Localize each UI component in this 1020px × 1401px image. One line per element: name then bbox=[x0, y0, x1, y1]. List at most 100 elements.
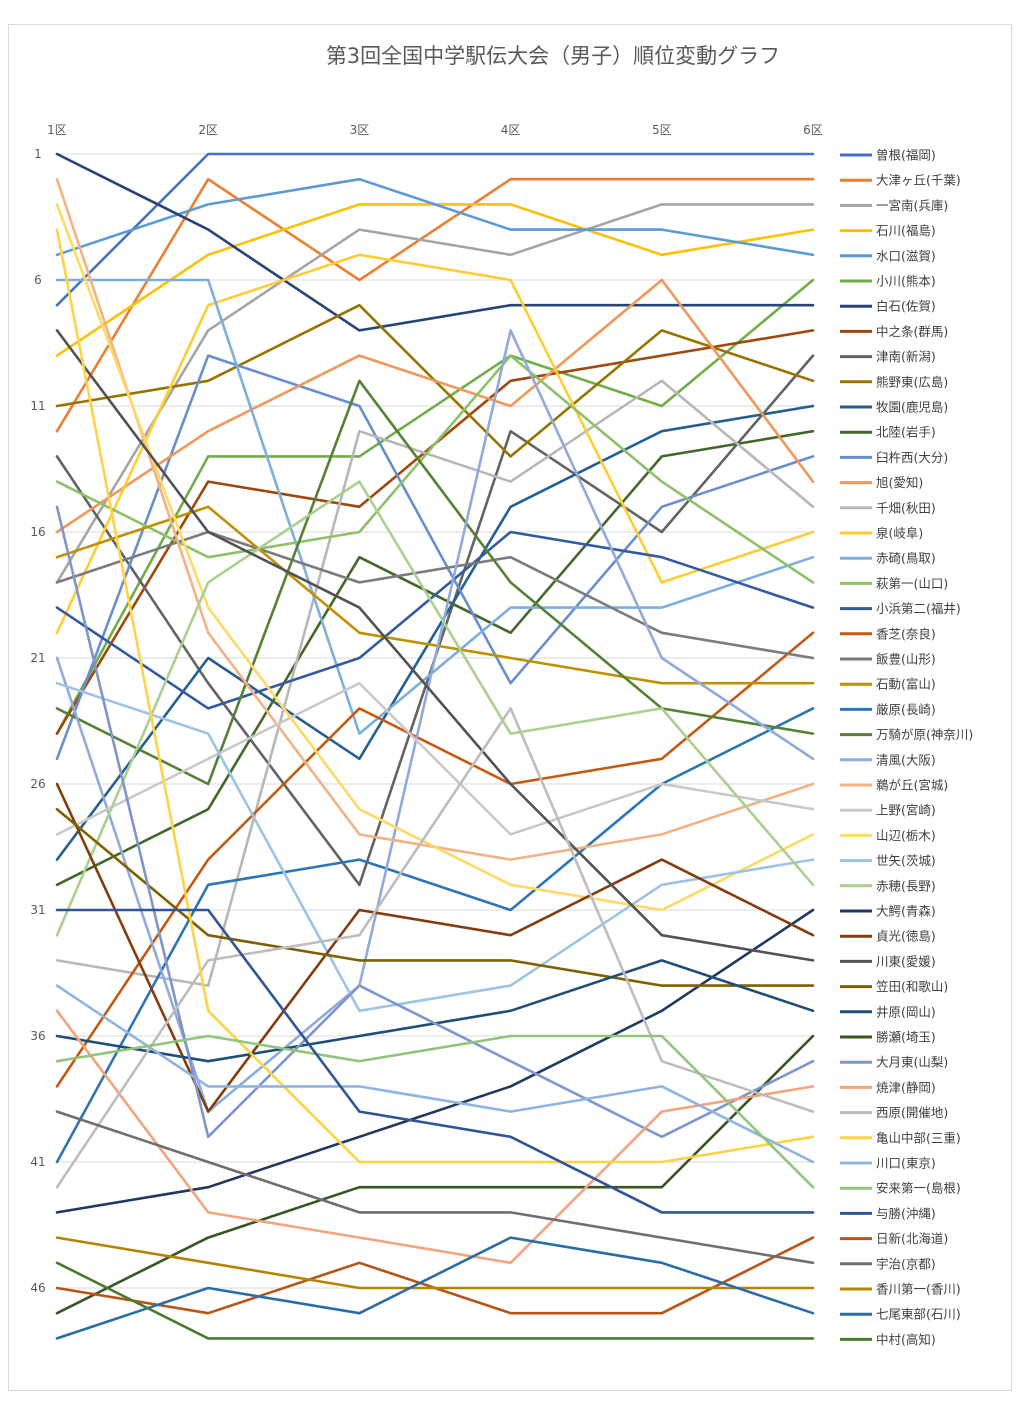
legend-label: 川口(東京) bbox=[876, 1156, 936, 1171]
series-line-30 bbox=[55, 480, 815, 937]
legend-label: 世矢(茨城) bbox=[876, 853, 936, 868]
legend-label: 上野(宮崎) bbox=[876, 803, 936, 818]
y-tick-label: 21 bbox=[30, 651, 45, 665]
legend-label: 香川第一(香川) bbox=[876, 1282, 961, 1297]
legend-item: 中村(高知) bbox=[840, 1332, 936, 1347]
legend-item: 赤穂(長野) bbox=[840, 878, 936, 893]
x-tick-label: 2区 bbox=[198, 123, 218, 137]
legend-item: 香川第一(香川) bbox=[840, 1282, 961, 1297]
legend-item: 貞光(徳島) bbox=[840, 929, 936, 944]
x-tick-label: 6区 bbox=[803, 123, 823, 137]
chart-frame bbox=[8, 24, 1012, 1391]
legend-item: 中之条(群馬) bbox=[840, 324, 948, 339]
legend-item: 万騎が原(神奈川) bbox=[840, 727, 973, 742]
legend-label: 井原(岡山) bbox=[876, 1004, 936, 1019]
legend-label: 熊野東(広島) bbox=[876, 374, 948, 389]
legend-item: 北陸(岩手) bbox=[840, 425, 936, 440]
legend-label: 勝瀬(埼玉) bbox=[876, 1030, 936, 1045]
series-line-47 bbox=[55, 1236, 815, 1340]
y-tick-label: 16 bbox=[30, 525, 45, 539]
legend-item: 焼津(静岡) bbox=[840, 1080, 936, 1095]
legend-item: 川口(東京) bbox=[840, 1156, 936, 1171]
legend-label: 香芝(奈良) bbox=[876, 626, 936, 641]
series-line-37 bbox=[55, 505, 815, 1139]
legend-label: 西原(開催地) bbox=[876, 1105, 948, 1120]
series-line-43 bbox=[55, 908, 815, 1214]
x-tick-label: 4区 bbox=[501, 123, 521, 137]
legend-label: 焼津(静岡) bbox=[876, 1080, 936, 1095]
legend-label: 日新(北海道) bbox=[876, 1231, 948, 1246]
legend-item: 大鰐(青森) bbox=[840, 904, 936, 919]
series-line-42 bbox=[55, 1034, 815, 1189]
series-line-40 bbox=[55, 228, 815, 1164]
legend-item: 上野(宮崎) bbox=[840, 803, 936, 818]
legend-item: 勝瀬(埼玉) bbox=[840, 1030, 936, 1045]
legend-label: 貞光(徳島) bbox=[876, 929, 936, 944]
legend-item: 亀山中部(三重) bbox=[840, 1130, 961, 1145]
y-tick-label: 46 bbox=[30, 1281, 45, 1295]
legend-label: 与勝(沖縄) bbox=[876, 1206, 936, 1221]
x-tick-label: 3区 bbox=[350, 123, 370, 137]
legend-item: 笠田(和歌山) bbox=[840, 979, 948, 994]
series-line-6 bbox=[55, 278, 815, 735]
legend-item: 世矢(茨城) bbox=[840, 853, 936, 868]
series-line-1 bbox=[55, 152, 815, 307]
legend-label: 石川(福島) bbox=[876, 223, 936, 238]
series-line-28 bbox=[55, 203, 815, 912]
x-tick-label: 5区 bbox=[652, 123, 672, 137]
x-axis: 1区 2区 3区 4区 5区 6区 bbox=[47, 123, 823, 137]
legend-label: 津南(新潟) bbox=[876, 349, 936, 364]
legend-item: 一宮南(兵庫) bbox=[840, 198, 948, 213]
legend-label: 中村(高知) bbox=[876, 1332, 936, 1347]
legend-item: 川東(愛媛) bbox=[840, 954, 936, 969]
series-line-7 bbox=[55, 152, 815, 332]
legend-item: 牧園(鹿児島) bbox=[840, 400, 948, 415]
legend-item: 山辺(栃木) bbox=[840, 828, 936, 843]
legend-label: 中之条(群馬) bbox=[876, 324, 948, 339]
legend-label: 白石(佐賀) bbox=[876, 299, 936, 314]
legend-item: 石動(富山) bbox=[840, 677, 936, 692]
legend-label: 牧園(鹿児島) bbox=[876, 400, 948, 415]
y-tick-label: 31 bbox=[30, 903, 45, 917]
legend: 曽根(福岡) 大津ヶ丘(千葉) 一宮南(兵庫) 石川(福島) 水口(滋賀) 小川(熊本) 白… bbox=[840, 148, 973, 1347]
series-line-18 bbox=[55, 354, 815, 584]
y-tick-label: 1 bbox=[34, 147, 42, 161]
legend-label: 赤碕(鳥取) bbox=[876, 551, 936, 566]
legend-item: 赤碕(鳥取) bbox=[840, 551, 936, 566]
series-line-33 bbox=[55, 329, 815, 962]
legend-item: 熊野東(広島) bbox=[840, 374, 948, 389]
legend-label: 臼杵西(大分) bbox=[876, 450, 948, 465]
legend-item: 旭(愛知) bbox=[840, 475, 923, 490]
legend-label: 七尾東部(石川) bbox=[876, 1307, 961, 1322]
legend-label: 旭(愛知) bbox=[876, 475, 923, 490]
legend-label: 亀山中部(三重) bbox=[876, 1130, 961, 1145]
legend-label: 北陸(岩手) bbox=[876, 425, 936, 440]
series-line-9 bbox=[55, 354, 815, 887]
legend-item: 清風(大阪) bbox=[840, 752, 936, 767]
legend-item: 厳原(長崎) bbox=[840, 702, 936, 717]
legend-label: 一宮南(兵庫) bbox=[876, 198, 948, 213]
legend-item: 大津ヶ丘(千葉) bbox=[840, 173, 961, 188]
legend-item: 鵜が丘(宮城) bbox=[840, 778, 948, 793]
legend-label: 大鰐(青森) bbox=[876, 904, 936, 919]
legend-label: 大月東(山梨) bbox=[876, 1055, 948, 1070]
series-line-19 bbox=[55, 530, 815, 710]
legend-item: 井原(岡山) bbox=[840, 1004, 936, 1019]
legend-label: 安来第一(島根) bbox=[876, 1181, 961, 1196]
legend-item: 与勝(沖縄) bbox=[840, 1206, 936, 1221]
series-line-41 bbox=[55, 984, 815, 1164]
series-line-2 bbox=[55, 177, 815, 433]
series-line-36 bbox=[55, 1034, 815, 1315]
legend-label: 清風(大阪) bbox=[876, 752, 936, 767]
legend-item: 宇治(京都) bbox=[840, 1256, 936, 1271]
legend-item: 七尾東部(石川) bbox=[840, 1307, 961, 1322]
legend-item: 大月東(山梨) bbox=[840, 1055, 948, 1070]
legend-label: 赤穂(長野) bbox=[876, 878, 936, 893]
y-tick-label: 36 bbox=[30, 1029, 45, 1043]
legend-label: 宇治(京都) bbox=[876, 1256, 936, 1271]
legend-label: 小川(熊本) bbox=[876, 274, 936, 289]
legend-item: 安来第一(島根) bbox=[840, 1181, 961, 1196]
y-tick-label: 41 bbox=[30, 1155, 45, 1169]
legend-item: 曽根(福岡) bbox=[840, 148, 936, 163]
